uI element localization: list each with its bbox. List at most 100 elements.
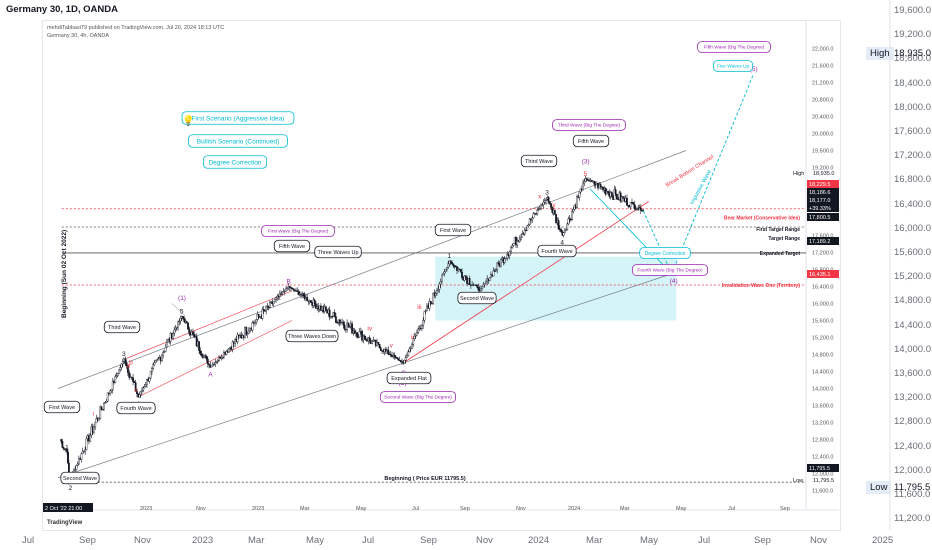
inner-x-tick: May [676,506,687,512]
inner-y-tick: 22,000.0 [812,47,833,53]
outer-y-tick: 18,400.0 [894,77,931,89]
candle-body [353,330,356,334]
candle-body [446,267,448,270]
candle-body [496,262,499,270]
wave-mark: 2 [69,485,73,492]
outer-x-tick: Mar [248,535,265,546]
candle-body [245,327,248,335]
outer-y-tick: 17,600.0 [894,126,931,137]
candle-body [414,335,417,337]
candle-body [132,377,134,382]
candle-body [582,182,584,191]
candle-body [119,367,122,370]
inner-y-tick: 20,000.0 [812,132,833,138]
inner-y-tick: 16,400.0 [812,285,833,291]
candle-body [540,204,542,209]
candle-body [93,426,95,433]
candle-body [152,364,155,369]
candle-body [438,283,441,290]
inner-y-tick: 20,800.0 [812,98,833,104]
candle-body [160,354,163,361]
wave-mark: iii [417,304,421,311]
wave-second-bg [60,471,100,485]
candle-body [593,181,596,185]
candle-body [111,380,114,391]
candle-body [103,402,105,410]
outer-x-tick: Jul [22,535,35,546]
candle-body [357,336,360,338]
candle-body [378,344,381,348]
projection-down [589,188,673,275]
price-badge: +39.33% [809,206,831,212]
candle-body [175,326,178,329]
candle-body [99,406,102,419]
target-label: Target Range [768,236,800,242]
candle-body [506,254,509,259]
candle-body [290,287,292,289]
candle-body [149,371,152,379]
expanded-label: Expanded Target [760,251,801,257]
candle-body [214,362,217,365]
candle-body [351,323,353,334]
candle-body [358,331,361,338]
candle-body [468,278,471,285]
candle-body [313,299,316,305]
wave-fourth-bg [116,401,156,415]
price-badge: 17,800.5 [809,215,830,221]
candle-body [246,333,249,335]
candle-body [437,289,440,291]
candle-body [84,449,87,452]
candle-body [451,262,453,265]
candle-body [393,354,396,358]
candle-body [550,203,552,208]
candle-body [124,358,127,364]
candle-body [639,207,642,211]
candle-body [576,196,578,209]
candle-body [387,349,390,355]
candle-body [622,196,625,199]
wave-mark: iv [367,325,372,332]
outer-y-tick: 15,600.0 [894,247,931,258]
outer-low-label: Low [866,481,892,494]
outer-y-tick: 16,800.0 [894,174,931,186]
vertical-beginning-label: Beginning (Sun 02 Oct 2022) [61,230,68,318]
candle-body [464,275,467,278]
candle-body [315,303,317,309]
candle-body [560,229,563,232]
scenario-degree-correction-bg [202,155,268,169]
candle-body [432,292,435,305]
price-badge-bg [807,180,839,188]
inner-low-label: Low [793,478,803,484]
candle-body [538,208,541,210]
candle-body [541,204,544,206]
inner-x-tick: Sep [780,506,790,512]
candle-body [444,268,447,272]
price-badge: 17,189.2 [809,239,830,245]
candle-body [459,269,462,273]
candle-body [523,229,526,235]
wave-mark: 3 [122,351,126,358]
wave-fifth: Fifth Wave [279,244,305,250]
inner-y-tick: 17,200.0 [812,251,833,257]
candle-body [125,362,128,367]
candle-body [213,363,215,366]
candle-body [477,287,480,291]
wave-degree-correction-bg [639,247,691,259]
candle-body [182,316,184,319]
candle-body [516,240,519,246]
outer-y-tick: 15,200.0 [894,271,931,283]
candle-body [225,351,228,355]
candle-body [262,309,265,311]
candle-body [288,286,291,288]
candle-body [562,232,565,236]
wave-mark: 1 [447,253,451,260]
candle-body [148,377,151,382]
wave-fifth-2: Fifth Wave [578,139,604,145]
candle-body [83,451,85,453]
candle-body [114,376,117,383]
candle-body [599,184,602,187]
candle-body [527,224,530,226]
inner-y-tick: 11,600.0 [812,489,833,495]
candle-body [106,392,109,402]
inner-x-tick: 2024 [568,506,580,512]
